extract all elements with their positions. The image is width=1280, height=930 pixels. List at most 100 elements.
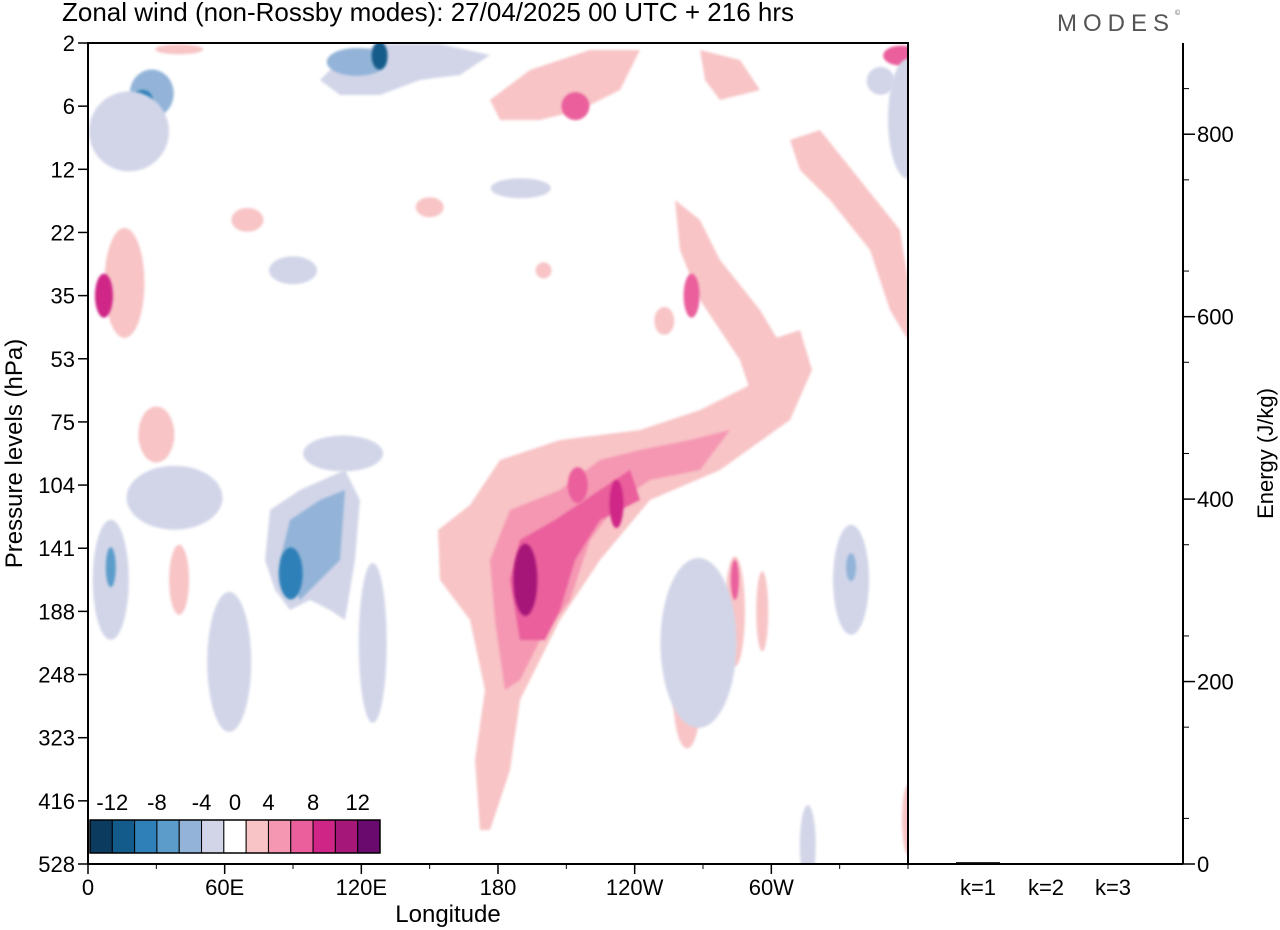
westerly-35hpa-core	[94, 273, 113, 318]
energy-y-tick-label: 600	[1197, 305, 1234, 330]
y-tick-label: 53	[51, 347, 75, 372]
westerly-35-110w	[654, 306, 675, 335]
energy-y-tick-label: 0	[1197, 852, 1209, 877]
westerly-edge-top	[883, 45, 908, 66]
easterly-248-120e	[358, 562, 387, 723]
westerly-141-40e	[169, 544, 190, 615]
energy-bars: k=1 k=2 k=3	[956, 862, 1135, 900]
energy-y-tick-label: 800	[1197, 122, 1234, 147]
westerly-188-50w	[756, 571, 769, 652]
y-tick-label: 248	[38, 663, 75, 688]
strat-westerly-core	[561, 92, 590, 121]
colorbar-label: -12	[96, 790, 128, 815]
y-axis-label: Pressure levels (hPa)	[1, 339, 28, 568]
jet-core-190	[513, 543, 538, 616]
easterly-band-40e	[126, 465, 223, 530]
strat-westerly-a	[490, 50, 640, 120]
westerly-188-core	[730, 559, 739, 600]
colorbar-label: 8	[307, 790, 319, 815]
energy-y-tick-label: 200	[1197, 670, 1234, 695]
energy-category-label: k=2	[1028, 875, 1064, 900]
westerly-edge-low	[902, 784, 908, 855]
colorbar-swatch	[357, 819, 381, 854]
colorbar-swatch	[201, 819, 225, 854]
strat-easterly-east2	[866, 66, 895, 95]
easterly-west-core	[105, 547, 116, 588]
contour-field	[89, 43, 908, 864]
y-tick-label: 75	[51, 410, 75, 435]
x-tick-label: 180	[480, 875, 517, 900]
y-tick-label: 2	[63, 31, 75, 56]
x-tick-label: 60E	[205, 875, 244, 900]
westerly-75hpa	[138, 406, 175, 463]
strat-westerly-b	[700, 50, 760, 100]
brand-name: MODES	[1057, 10, 1176, 37]
brand-logo: MODES©	[1057, 10, 1180, 38]
y-tick-label: 323	[38, 726, 75, 751]
westerly-slope-core	[683, 273, 700, 318]
colorbar-label: 0	[229, 790, 241, 815]
energy-axis-label: Energy (J/kg)	[1253, 388, 1278, 519]
colorbar-swatch	[312, 819, 336, 854]
y-tick-label: 22	[51, 220, 75, 245]
strat-easterly-180	[490, 178, 551, 199]
westerly-35hpa-outer	[104, 227, 145, 338]
colorbar-swatch	[290, 819, 314, 854]
jet-core-145w	[567, 467, 588, 504]
energy-axes: 0 200 400 600 800 Energy (J/kg)	[908, 43, 1278, 877]
x-axis-label: Longitude	[395, 901, 500, 928]
strat-easterly-90e	[269, 256, 317, 285]
westerly-22-150e	[415, 197, 444, 218]
brand-mark: ©	[1175, 10, 1181, 17]
energy-category-label: k=3	[1095, 875, 1131, 900]
energy-category-label: k=1	[960, 875, 996, 900]
colorbar-swatch	[334, 819, 359, 854]
x-tick-label: 120W	[606, 875, 664, 900]
chart-title: Zonal wind (non-Rossby modes): 27/04/202…	[62, 0, 794, 27]
easterly-75-110e	[303, 435, 384, 472]
westerly-band-outer	[438, 330, 812, 830]
colorbar-swatch	[178, 819, 203, 854]
easterly-248-60e	[207, 591, 252, 732]
colorbar-swatch	[89, 819, 113, 854]
y-tick-label: 104	[38, 473, 75, 498]
colorbar-label: -8	[147, 790, 167, 815]
westerly-top-strip	[155, 44, 204, 55]
colorbar-swatch	[267, 819, 292, 854]
y-tick-label: 12	[51, 157, 75, 182]
strat-easterly-west	[89, 91, 169, 172]
colorbar-swatch	[134, 819, 158, 854]
y-tick-label: 6	[63, 94, 75, 119]
westerly-edge-east	[790, 130, 908, 340]
westerly-band-inner	[510, 470, 640, 640]
easterly-halo-80w	[660, 557, 737, 728]
colorbar-swatch	[111, 819, 136, 854]
strat-easterly-east	[888, 58, 908, 179]
x-tick-label: 120E	[336, 875, 387, 900]
westerly-slope-outer	[675, 200, 790, 420]
y-tick-label: 35	[51, 284, 75, 309]
colorbar-frame	[89, 819, 381, 854]
x-tick-label: 60W	[749, 875, 794, 900]
westerly-22hpa	[231, 207, 264, 232]
colorbar-swatch	[245, 819, 269, 854]
energy-y-tick-label: 400	[1197, 487, 1234, 512]
y-tick-label: 416	[38, 789, 75, 814]
easterly-416-45w	[799, 805, 816, 864]
y-tick-label: 528	[38, 852, 75, 877]
x-tick-label: 0	[82, 875, 94, 900]
y-tick-label: 141	[38, 536, 75, 561]
colorbar-label: 12	[345, 790, 369, 815]
y-tick-label: 188	[38, 599, 75, 624]
easterly-141-core	[846, 553, 857, 582]
colorbar-label: 4	[262, 790, 274, 815]
easterly-core-85e	[278, 547, 303, 600]
colorbar: -12 -8 -4 0 4 8 12	[89, 790, 381, 854]
strat-easterly-core	[371, 43, 388, 70]
colorbar-label: -4	[192, 790, 212, 815]
colorbar-swatch	[156, 819, 180, 854]
westerly-30-160w	[535, 262, 552, 279]
jet-core-115w	[609, 480, 624, 529]
